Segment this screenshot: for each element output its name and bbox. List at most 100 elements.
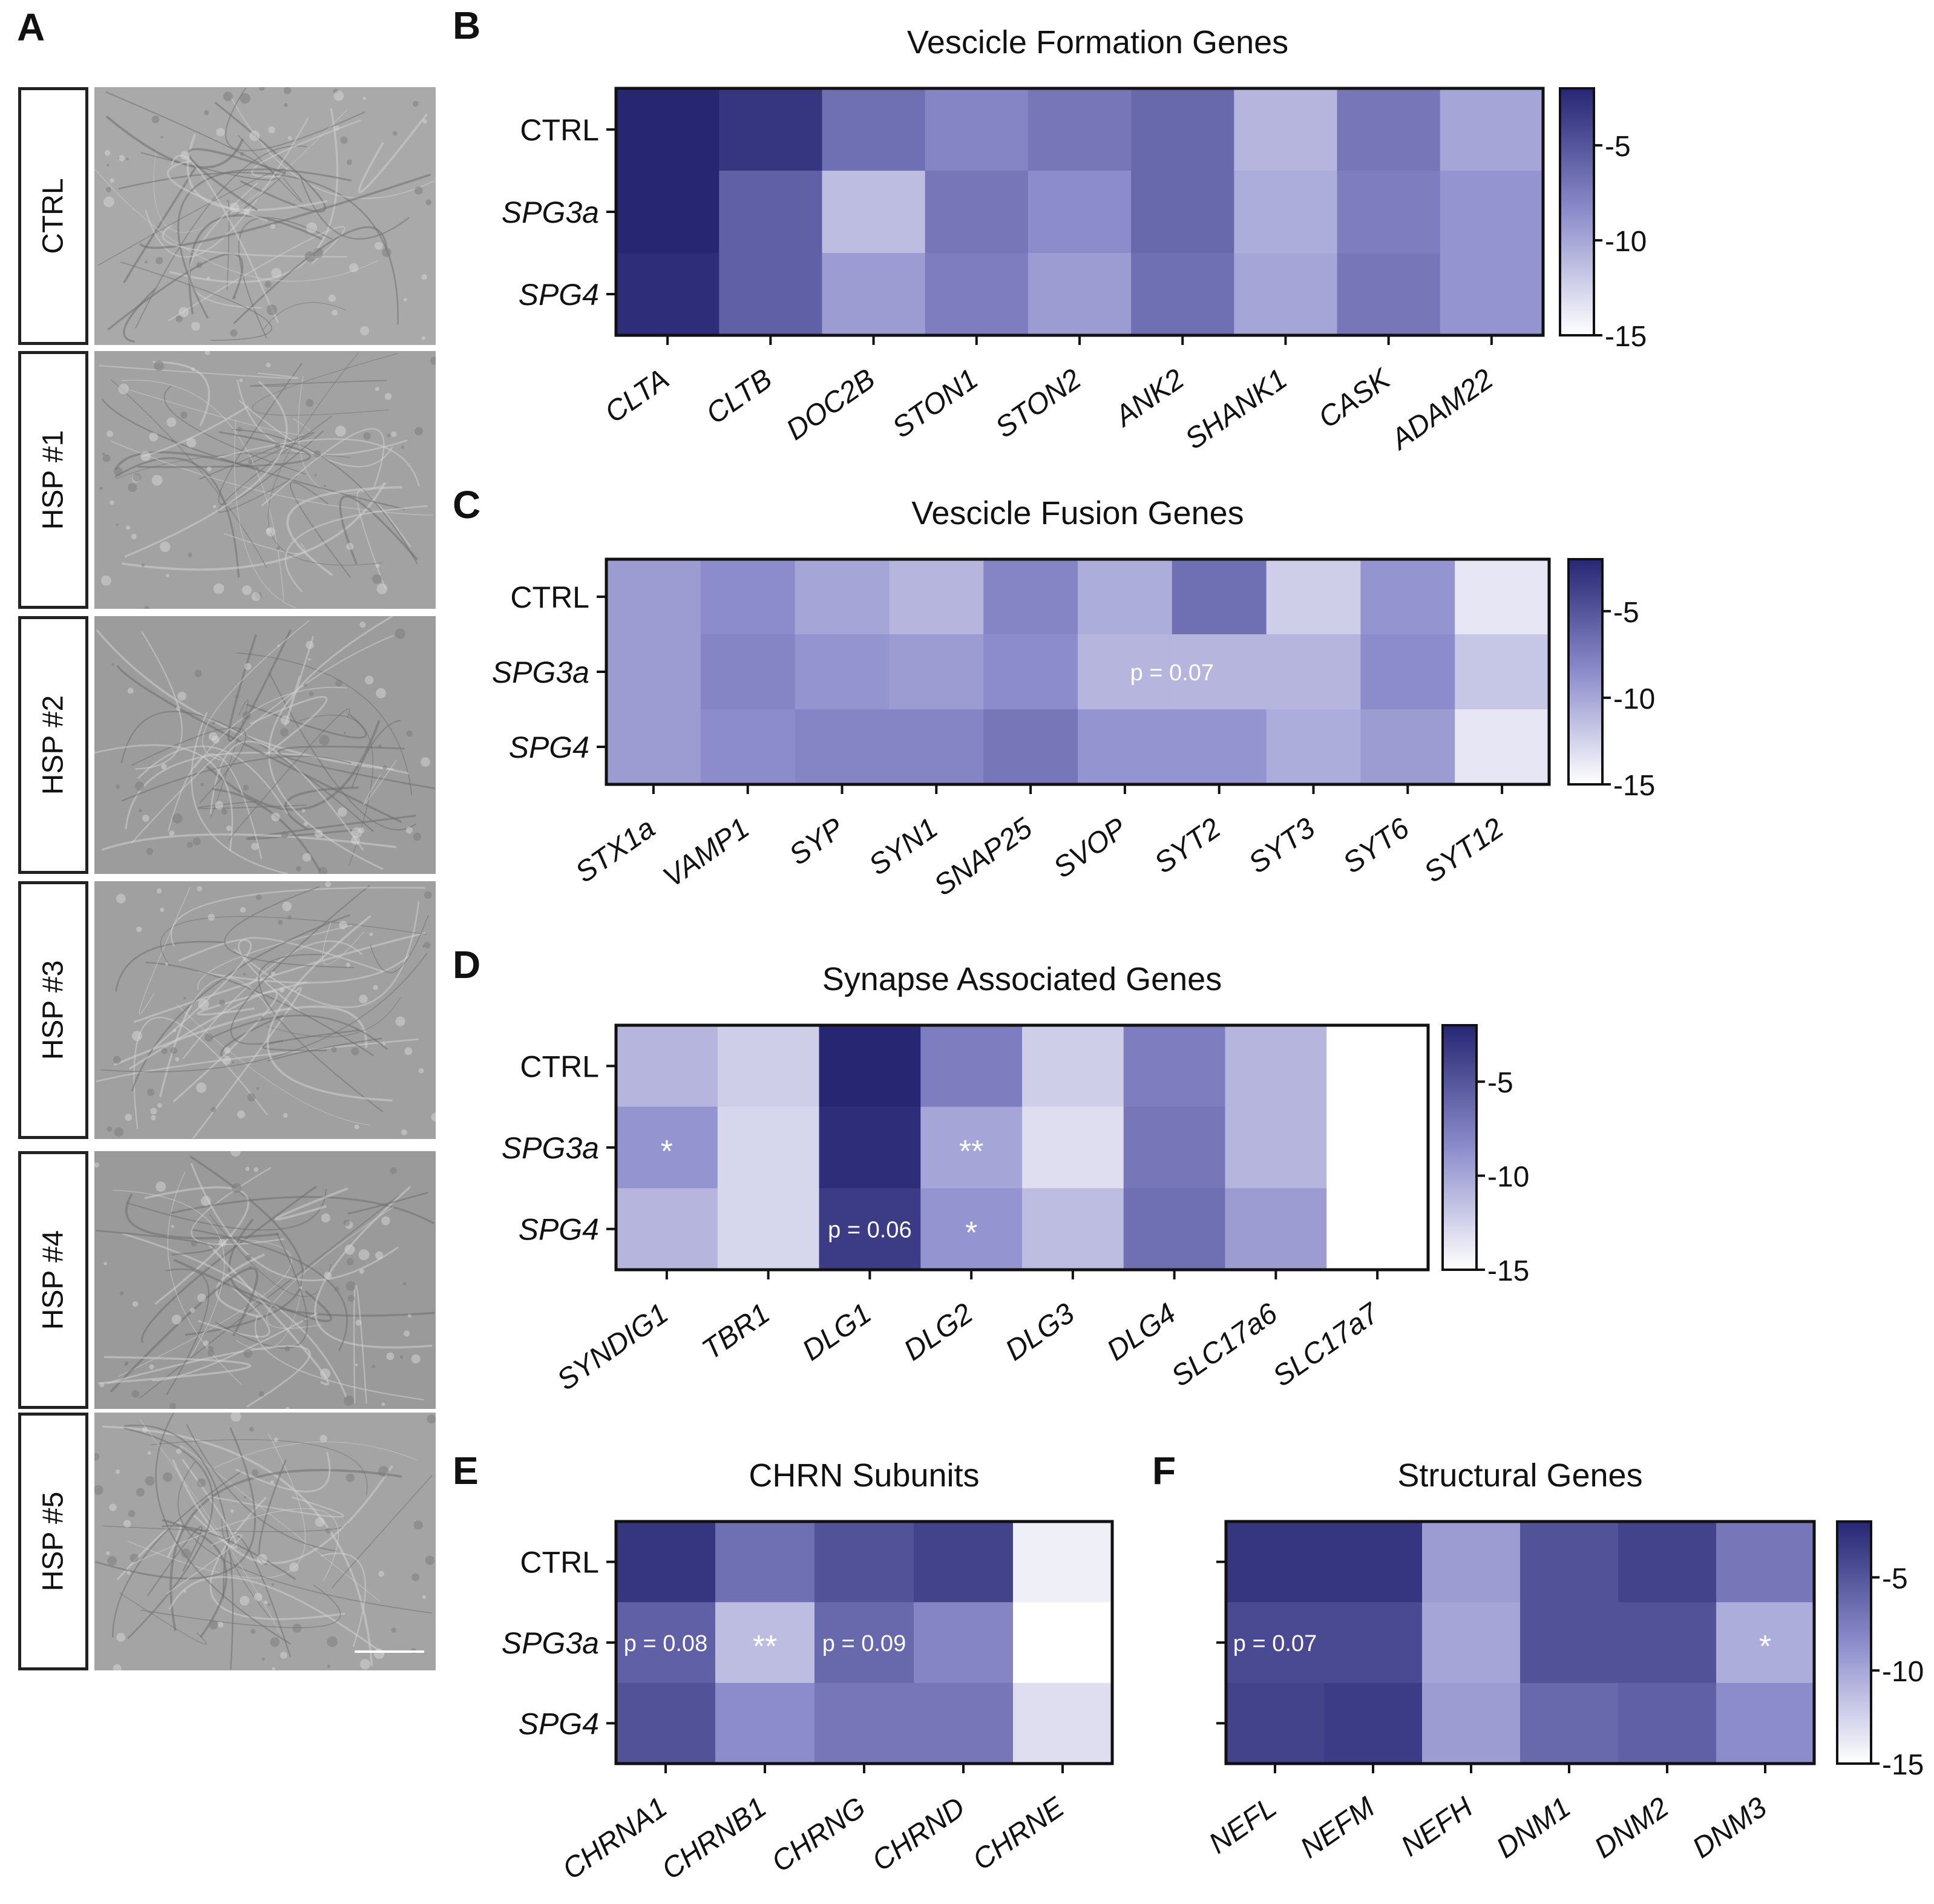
column-label: CASK: [1313, 362, 1397, 435]
column-label: CHRNG: [766, 1791, 872, 1879]
heatmap-cell: [1618, 1522, 1717, 1603]
heatmap-panel-d: D Synapse Associated Genes CTRL SPG3a SPG4 SY…: [453, 943, 1529, 1397]
significance-annotation: p = 0.08: [624, 1631, 707, 1656]
heatmap-cell: [1172, 634, 1267, 710]
heatmap-cell: [1337, 253, 1441, 336]
column-label: CHRNA1: [557, 1791, 673, 1886]
heatmap-cell: [889, 709, 984, 785]
heatmap-cell: [795, 709, 890, 785]
heatmap-cell: [983, 709, 1078, 785]
heatmap-cell: [606, 634, 701, 710]
heatmap-cell: [1225, 1106, 1327, 1189]
colorbar-tick-label: -15: [1605, 321, 1647, 353]
heatmap-cell: [1360, 559, 1455, 635]
column-label: DNM3: [1687, 1791, 1772, 1865]
heatmap-cell: [719, 253, 823, 336]
heatmap-cell: [700, 559, 796, 635]
column-label: DLG1: [797, 1298, 877, 1367]
heatmap-cell: [1716, 1602, 1815, 1684]
row-label: SPG3a: [502, 195, 599, 229]
significance-annotation: *: [1759, 1629, 1771, 1664]
heatmap-cell: [1172, 709, 1267, 785]
heatmap-cell: [1618, 1602, 1717, 1684]
heatmap-cell: [1131, 253, 1234, 336]
heatmap-cell: [1013, 1522, 1113, 1603]
heatmap-cell: [717, 1025, 820, 1108]
column-label: SYT6: [1337, 812, 1415, 879]
heatmap-cell: [1520, 1522, 1619, 1603]
colorbar: [1559, 87, 1595, 336]
colorbar-tick-label: -15: [1882, 1749, 1924, 1781]
colorbar-tick-label: -10: [1605, 226, 1647, 258]
heatmap-cell: [1226, 1682, 1325, 1764]
heatmap-cell: [1234, 171, 1338, 254]
column-label: STX1a: [570, 812, 661, 890]
column-label: TBR1: [697, 1298, 776, 1367]
heatmap-cell: [1226, 1522, 1325, 1603]
heatmap-cell: [719, 88, 823, 171]
heatmap-cell: [914, 1682, 1014, 1764]
heatmap-cell: [1324, 1682, 1423, 1764]
heatmap-cell: [616, 1106, 718, 1189]
heatmap-cell: [616, 88, 720, 171]
chart-title: CHRN Subunits: [749, 1457, 979, 1494]
colorbar-tick-label: -10: [1487, 1161, 1529, 1193]
heatmap-cell: [616, 1188, 718, 1270]
colorbar: [1441, 1024, 1478, 1271]
row-label: SPG3a: [502, 1626, 599, 1660]
column-label: SYT2: [1149, 812, 1227, 880]
column-label: DLG3: [1000, 1297, 1080, 1367]
heatmap-cell: [700, 634, 796, 710]
heatmap-cell: [815, 1602, 914, 1684]
column-label: SLC17a6: [1165, 1297, 1283, 1393]
heatmap-cell: [920, 1188, 1023, 1270]
panel-letter-c: C: [453, 483, 480, 527]
micrograph-ctrl: [94, 87, 436, 345]
heatmap-cell: [717, 1188, 820, 1270]
heatmap-cell: [1266, 634, 1361, 710]
significance-annotation: **: [753, 1629, 777, 1664]
column-label: CLTA: [599, 363, 675, 430]
column-label: DNM1: [1490, 1791, 1576, 1865]
heatmap-cell: [914, 1522, 1014, 1603]
heatmap-cell: [1013, 1682, 1113, 1764]
row-label: CTRL: [520, 1546, 599, 1580]
heatmap-cell: [914, 1602, 1014, 1684]
heatmap-cell: [1028, 88, 1132, 171]
column-label: SNAP25: [928, 812, 1038, 902]
heatmap-cell: [1422, 1522, 1521, 1603]
chart-title: Vescicle Formation Genes: [907, 24, 1288, 61]
panel-letter-e: E: [453, 1449, 479, 1492]
heatmap-cell: [1131, 88, 1234, 171]
heatmap-cell: [1326, 1106, 1429, 1189]
heatmap-cell: [1716, 1682, 1815, 1764]
heatmap-cell: [1013, 1602, 1113, 1684]
heatmap-cell: [1324, 1522, 1423, 1603]
chart-title: Synapse Associated Genes: [822, 961, 1222, 997]
column-label: CHRNE: [967, 1791, 1070, 1877]
heatmap-cell: [1455, 559, 1550, 635]
significance-annotation: p = 0.06: [828, 1218, 911, 1243]
heatmap-cell: [1172, 559, 1267, 635]
row-label: SPG4: [519, 278, 599, 312]
heatmap-cell: [925, 253, 1029, 336]
heatmap-cell: [983, 559, 1078, 635]
column-label: ADAM22: [1384, 363, 1499, 457]
heatmap-cell: [616, 171, 720, 254]
heatmap-cell: [1422, 1602, 1521, 1684]
column-label: CHRND: [867, 1791, 971, 1878]
column-label: DLG2: [898, 1298, 978, 1367]
heatmap-cell: [1455, 709, 1550, 785]
heatmap-cell: [889, 559, 984, 635]
heatmap-cell: [815, 1522, 914, 1603]
heatmap-cell: [1266, 709, 1361, 785]
heatmap-cell: [1455, 634, 1550, 710]
panel-letter-b: B: [453, 4, 480, 47]
colorbar-tick-label: -15: [1487, 1255, 1529, 1287]
heatmap-cell: [616, 1522, 716, 1603]
heatmap-cell: [1028, 171, 1132, 254]
row-label: SPG3a: [502, 1131, 599, 1165]
column-label: NEFM: [1295, 1791, 1381, 1865]
